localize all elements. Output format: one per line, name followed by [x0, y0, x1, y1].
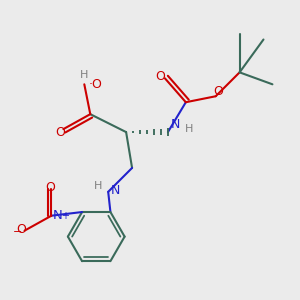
Text: N: N [52, 209, 62, 222]
Text: O: O [155, 70, 165, 83]
Text: N: N [111, 184, 121, 197]
Text: ·O: ·O [89, 78, 103, 91]
Text: N: N [171, 118, 180, 131]
Text: O: O [56, 126, 65, 139]
Text: O: O [16, 223, 26, 236]
Text: H: H [94, 181, 102, 191]
Text: H: H [80, 70, 88, 80]
Text: O: O [214, 85, 224, 98]
Text: −: − [12, 227, 22, 237]
Text: O: O [45, 181, 55, 194]
Text: +: + [61, 211, 69, 221]
Text: H: H [184, 124, 193, 134]
